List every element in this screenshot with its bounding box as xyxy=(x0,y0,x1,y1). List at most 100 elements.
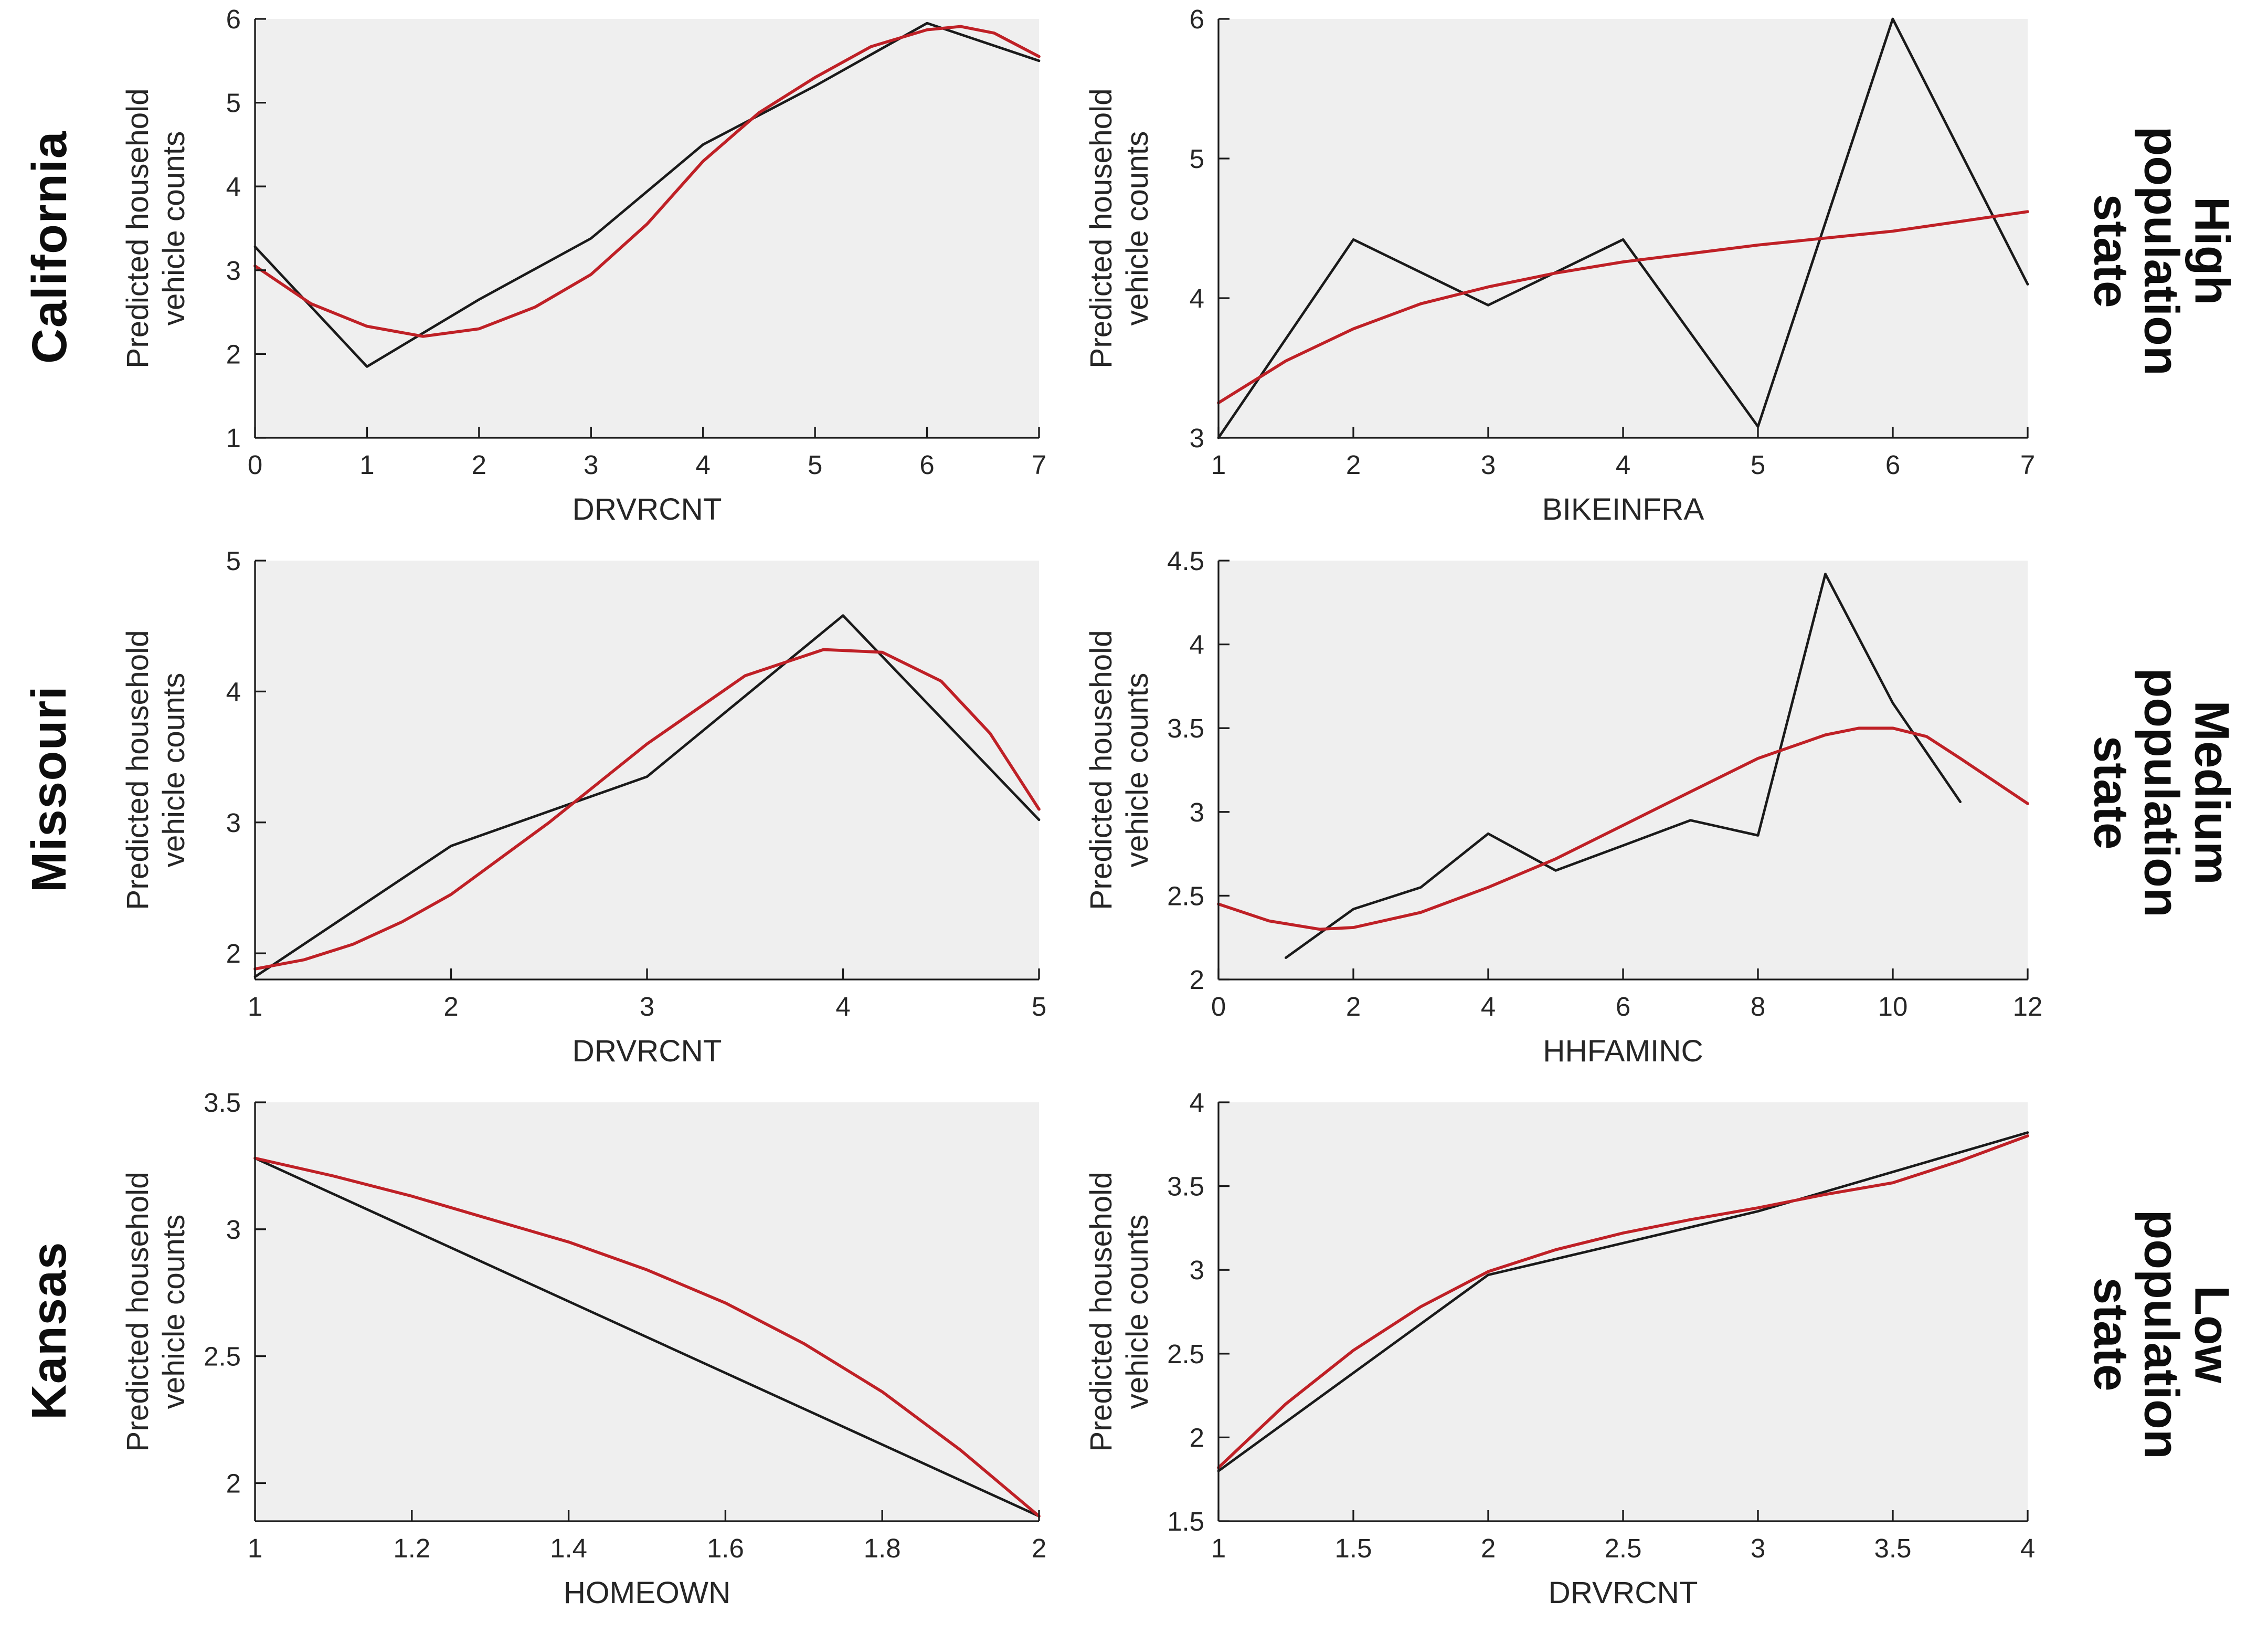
chart-high-bikeinfra: 1 2 3 4 5 6 7 3 4 5 6 BIKEINFRA Predicted household v… xyxy=(1064,0,2053,542)
x-axis-label: DRVRCNT xyxy=(573,1034,722,1068)
x-tick-label: 8 xyxy=(1751,992,1765,1021)
y-axis-label: Predicted household xyxy=(121,630,155,910)
y-tick-label: 1 xyxy=(226,423,241,453)
y-tick-label: 4.5 xyxy=(1167,546,1204,576)
y-tick-label: 4 xyxy=(226,677,241,707)
chart-california-drvrcnt: 0 1 2 3 4 5 6 7 1 2 3 4 5 6 DRVRCNT Predicted household… xyxy=(101,0,1064,542)
x-tick-label: 3.5 xyxy=(1874,1533,1912,1563)
x-tick-label: 1 xyxy=(248,1533,262,1563)
x-axis-label: DRVRCNT xyxy=(1549,1576,1698,1610)
y-tick-label: 4 xyxy=(226,172,241,202)
observed-series-line xyxy=(253,614,1041,978)
y-axis-label: Predicted household xyxy=(121,88,155,368)
chart-svg-kansas-homeown: 1 1.2 1.4 1.6 1.8 2 2 2.5 3 3.5 HOMEOWN Predicted h… xyxy=(121,1088,1046,1610)
fitted-series-line xyxy=(1217,1134,2029,1469)
row-label-medium-population-state: Medium population state xyxy=(2083,667,2240,917)
chart-svg-low-drvrcnt: 1 1.5 2 2.5 3 3.5 41.522.533.54DRVRCNTPredicte… xyxy=(1084,1088,2035,1610)
y-tick-label: 2 xyxy=(226,939,241,968)
row-label-cell-low: Low population state xyxy=(2053,1083,2268,1625)
y-axis-label: vehicle counts xyxy=(157,1215,191,1409)
x-tick-label: 5 xyxy=(1032,992,1046,1021)
x-tick-label: 2 xyxy=(1346,992,1361,1021)
y-axis-label: vehicle counts xyxy=(1120,131,1154,326)
state-label-kansas: Kansas xyxy=(22,1241,78,1420)
y-tick-label: 5 xyxy=(226,88,241,118)
y-axis-label: Predicted household xyxy=(1084,630,1118,910)
x-tick-label: 2 xyxy=(443,992,458,1021)
observed-series-line xyxy=(253,22,1041,368)
x-tick-label: 2 xyxy=(1481,1533,1496,1563)
chart-svg-high-bikeinfra: 1 2 3 4 5 6 7 3 4 5 6 BIKEINFRA Predicted household v… xyxy=(1084,4,2035,526)
fitted-series-line xyxy=(1217,726,2029,931)
chart-medium-hhfaminc: 0 2 4 6 8 10 12 2 2.5 3 3.5 4 4.5 HHFAMINC Predicted h… xyxy=(1064,542,2053,1083)
x-tick-label: 7 xyxy=(2020,450,2035,480)
plot-area xyxy=(255,19,1039,438)
observed-series-line xyxy=(253,1157,1041,1518)
y-tick-label: 3 xyxy=(226,808,241,838)
y-axis-label: Predicted household xyxy=(121,1172,155,1451)
x-tick-label: 0 xyxy=(1211,992,1226,1021)
x-tick-label: 1 xyxy=(1211,450,1226,480)
x-tick-label: 6 xyxy=(919,450,934,480)
x-tick-label: 5 xyxy=(808,450,822,480)
y-tick-label: 3 xyxy=(1190,797,1204,827)
x-axis-label: DRVRCNT xyxy=(573,492,722,526)
chart-low-drvrcnt: 1 1.5 2 2.5 3 3.5 4 1.5 2 2.5 3 3.5 4 DRVRCNT Predicte… xyxy=(1064,1083,2053,1625)
y-tick-label: 4 xyxy=(1190,630,1204,660)
y-tick-label: 3 xyxy=(1190,1255,1204,1285)
observed-series-line xyxy=(1217,17,2029,439)
y-tick-label: 6 xyxy=(1190,4,1204,34)
y-tick-label: 5 xyxy=(1190,144,1204,174)
x-tick-label: 3 xyxy=(1481,450,1496,480)
x-tick-label: 2 xyxy=(472,450,486,480)
y-tick-label: 2 xyxy=(226,1468,241,1498)
x-tick-label: 1 xyxy=(248,992,262,1021)
y-tick-label: 2.5 xyxy=(1167,1339,1204,1369)
x-axis-label: HOMEOWN xyxy=(564,1576,730,1610)
y-axis-label: vehicle counts xyxy=(157,131,191,326)
observed-series-line xyxy=(1285,573,1962,960)
x-tick-label: 5 xyxy=(1751,450,1765,480)
state-label-cell-california: California xyxy=(0,0,101,542)
plot-area xyxy=(1218,19,2028,438)
y-tick-label: 2.5 xyxy=(204,1342,241,1372)
state-label-cell-missouri: Missouri xyxy=(0,542,101,1083)
x-tick-label: 12 xyxy=(2013,992,2043,1021)
state-label-california: California xyxy=(22,131,77,364)
y-tick-label: 2.5 xyxy=(1167,881,1204,911)
y-tick-label: 2 xyxy=(226,339,241,369)
plot-area xyxy=(255,1102,1039,1521)
x-tick-label: 2 xyxy=(1032,1533,1046,1563)
fitted-series-line xyxy=(253,25,1041,338)
x-tick-label: 6 xyxy=(1616,992,1630,1021)
x-tick-label: 1.4 xyxy=(550,1533,587,1563)
y-axis-label: Predicted household xyxy=(1084,88,1118,368)
y-tick-label: 3 xyxy=(1190,423,1204,453)
y-tick-label: 3.5 xyxy=(1167,1172,1204,1202)
x-tick-label: 6 xyxy=(1885,450,1900,480)
fitted-series-line xyxy=(253,1156,1041,1518)
x-tick-label: 3 xyxy=(1751,1533,1765,1563)
y-tick-label: 6 xyxy=(226,4,241,34)
x-tick-label: 4 xyxy=(696,450,711,480)
y-tick-label: 2 xyxy=(1190,965,1204,995)
chart-missouri-drvrcnt: 1 2 3 4 5 2 3 4 5 DRVRCNT Predicted household vehic… xyxy=(101,542,1064,1083)
fitted-series-line xyxy=(253,648,1041,971)
plot-area xyxy=(1218,1102,2028,1521)
x-tick-label: 1.6 xyxy=(707,1533,744,1563)
y-axis-label: vehicle counts xyxy=(1120,1215,1154,1409)
x-tick-label: 4 xyxy=(1616,450,1630,480)
x-tick-label: 2 xyxy=(1346,450,1361,480)
y-axis-label: vehicle counts xyxy=(157,673,191,868)
x-tick-label: 1 xyxy=(1211,1533,1226,1563)
chart-kansas-homeown: 1 1.2 1.4 1.6 1.8 2 2 2.5 3 3.5 HOMEOWN Predicted h… xyxy=(101,1083,1064,1625)
state-label-cell-kansas: Kansas xyxy=(0,1083,101,1625)
row-label-cell-high: High population state xyxy=(2053,0,2268,542)
plot-area xyxy=(255,561,1039,979)
y-tick-label: 3 xyxy=(226,256,241,286)
x-tick-label: 1.5 xyxy=(1335,1533,1372,1563)
x-tick-label: 10 xyxy=(1878,992,1908,1021)
